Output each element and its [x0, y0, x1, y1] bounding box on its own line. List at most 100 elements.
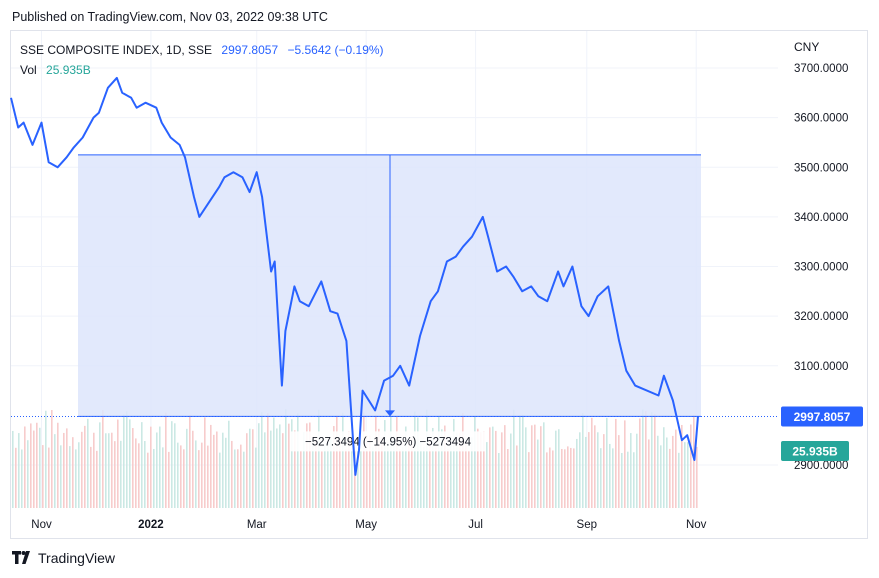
volume-bar: [381, 437, 383, 508]
measure-range: −527.3494 (−14.95%) −5273494: [11, 154, 778, 452]
volume-bar: [375, 414, 377, 508]
volume-bar: [45, 410, 47, 508]
volume-bar: [195, 440, 197, 508]
measure-arrow: [385, 410, 395, 417]
volume-bar: [378, 428, 380, 508]
volume-bar: [342, 412, 344, 508]
volume-bar: [87, 418, 89, 508]
volume-bar: [426, 409, 428, 508]
volume-bar: [618, 435, 620, 508]
volume-bar: [210, 424, 212, 508]
volume-bar: [237, 449, 239, 508]
x-tick-label: May: [355, 519, 377, 531]
volume-label: Vol: [20, 63, 37, 77]
volume-bar: [123, 414, 125, 508]
volume-bar: [621, 452, 623, 508]
volume-bar: [261, 412, 263, 508]
volume-bar: [48, 447, 50, 508]
volume-bar: [63, 432, 65, 508]
volume-bar: [267, 413, 269, 508]
volume-bar: [102, 410, 104, 508]
volume-bar: [270, 430, 272, 508]
volume-bar: [129, 419, 131, 508]
volume-bar: [408, 440, 410, 508]
volume-bar: [411, 438, 413, 508]
volume-bar: [303, 431, 305, 508]
volume-bar: [438, 415, 440, 508]
volume-bar: [330, 439, 332, 508]
volume-bar: [429, 437, 431, 508]
volume-bar: [636, 433, 638, 508]
last-price: 2997.8057: [221, 43, 279, 57]
volume-bar: [624, 420, 626, 508]
volume-bar: [57, 422, 59, 508]
volume-bar: [288, 423, 290, 508]
volume-bar: [90, 446, 92, 508]
volume-bar: [54, 434, 56, 508]
volume-bar: [489, 427, 491, 508]
volume-bar: [162, 447, 164, 508]
volume-bar: [291, 419, 293, 508]
volume-bar: [567, 446, 569, 508]
volume-bar: [495, 430, 497, 508]
volume-bar: [387, 442, 389, 508]
volume-bar: [30, 423, 32, 508]
volume-bar: [441, 429, 443, 508]
volume-bar: [180, 445, 182, 508]
volume-bar: [477, 428, 479, 508]
volume-bar: [318, 409, 320, 508]
volume-bar: [81, 431, 83, 508]
volume-bar: [675, 429, 677, 508]
volume-bar: [111, 432, 113, 508]
volume-bar: [39, 427, 41, 508]
volume-bar: [498, 452, 500, 508]
x-tick-label: Jul: [468, 519, 483, 531]
volume-bar: [213, 434, 215, 508]
volume-bar: [24, 426, 26, 508]
volume-bar: [147, 452, 149, 508]
volume-bar: [33, 430, 35, 508]
volume-bar: [687, 442, 689, 508]
volume-bar: [132, 428, 134, 508]
volume-bar: [105, 433, 107, 508]
volume-bar: [279, 424, 281, 508]
time-axis: Nov 2022 Mar May Jul Sep Nov: [31, 519, 706, 531]
volume-bar: [390, 413, 392, 508]
volume-bar: [228, 420, 230, 508]
volume-bar: [579, 432, 581, 508]
y-tick-label: 3600.0000: [794, 113, 848, 125]
volume-bar: [534, 424, 536, 508]
y-tick-label: 3500.0000: [794, 162, 848, 174]
volume-bar: [660, 445, 662, 508]
volume-bar: [417, 417, 419, 508]
volume-bar: [93, 432, 95, 508]
volume-bar: [264, 432, 266, 508]
volume-bar: [384, 420, 386, 508]
volume-bar: [336, 415, 338, 508]
volume-bar: [432, 427, 434, 508]
volume-bar: [666, 437, 668, 508]
volume-bar: [696, 446, 698, 508]
volume-bar: [471, 437, 473, 508]
volume-bar: [231, 440, 233, 508]
volume-bar: [693, 415, 695, 508]
volume-bar: [207, 445, 209, 508]
volume-bar: [198, 450, 200, 508]
volume-bar: [615, 418, 617, 508]
volume-bar: [219, 452, 221, 508]
volume-bar: [573, 448, 575, 508]
volume-bar: [120, 440, 122, 508]
volume-bar: [366, 434, 368, 508]
volume-bar: [447, 449, 449, 508]
volume-bar: [450, 436, 452, 508]
volume-bar: [639, 418, 641, 508]
volume-bar: [75, 449, 77, 508]
volume-bar: [423, 447, 425, 508]
price-axis: 3700.0000 3600.0000 3500.0000 3400.0000 3300…: [794, 63, 848, 472]
volume-tag-bg: [781, 441, 849, 461]
volume-bar: [339, 437, 341, 508]
currency-label: CNY: [794, 40, 820, 54]
volume-bar: [681, 424, 683, 508]
volume-bar: [663, 427, 665, 508]
